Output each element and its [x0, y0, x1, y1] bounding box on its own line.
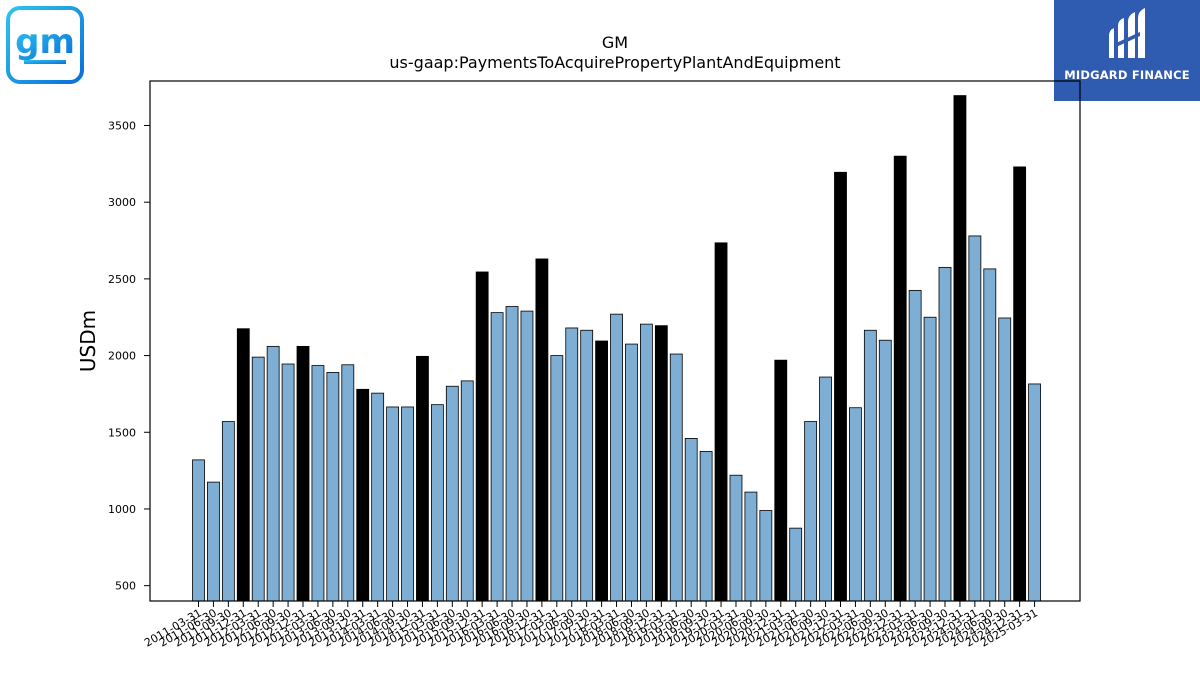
bar-2022-06-30: [863, 329, 877, 602]
bar-2019-09-30: [699, 451, 713, 602]
bar-2018-06-30: [625, 343, 638, 602]
x-axis-ticks: 2011-03-312011-06-302011-09-302011-12-31…: [142, 601, 1040, 650]
bar-2012-12-31: [296, 345, 310, 602]
bar-2011-03-31: [192, 459, 205, 602]
bar-2016-03-31: [490, 312, 504, 602]
bar-2021-03-31: [789, 527, 803, 602]
bar-2014-12-31: [416, 355, 429, 602]
gm-logo-text: gm: [15, 22, 75, 62]
bar-2016-12-31: [535, 258, 549, 602]
bar-2017-09-30: [580, 329, 594, 602]
y-axis-label: USDm: [76, 310, 100, 372]
plot-frame: [149, 80, 1081, 602]
bar-2023-03-31: [908, 289, 922, 602]
bar-2015-03-31: [430, 404, 444, 602]
bar-2015-09-30: [460, 380, 474, 602]
chart-title: GM: [602, 33, 628, 52]
bar-2011-06-30: [207, 481, 220, 602]
brand-logo: MIDGARD FINANCE: [1054, 0, 1200, 101]
bar-2025-03-31: [1028, 383, 1041, 602]
bar-2014-06-30: [386, 406, 399, 602]
bar-2014-03-31: [371, 392, 385, 602]
bar-2020-03-31: [729, 474, 743, 602]
bar-2012-09-30: [281, 363, 295, 602]
chart-subtitle: us-gaap:PaymentsToAcquirePropertyPlantAn…: [389, 53, 840, 72]
bar-2024-06-30: [983, 268, 997, 602]
bar-2013-09-30: [341, 364, 355, 602]
bar-2022-09-30: [878, 339, 892, 602]
y-tick-label: 1000: [108, 503, 136, 516]
bar-2017-03-31: [550, 355, 564, 602]
y-tick-label: 2000: [108, 350, 136, 363]
bar-2012-03-31: [251, 356, 265, 602]
y-tick-label: 3500: [108, 119, 136, 132]
bar-2023-06-30: [923, 316, 937, 602]
bar-2015-06-30: [445, 385, 459, 602]
bar-2018-12-31: [654, 325, 668, 602]
bar-2019-06-30: [684, 437, 698, 602]
bar-2024-12-31: [1013, 166, 1027, 602]
bar-2017-12-31: [595, 340, 609, 602]
bar-2022-12-31: [893, 155, 907, 602]
bar-2013-12-31: [356, 388, 370, 602]
bar-2023-09-30: [938, 266, 952, 602]
brand-name: MIDGARD FINANCE: [1064, 68, 1190, 82]
bar-2021-09-30: [819, 376, 832, 602]
bar-2019-03-31: [669, 353, 683, 602]
bar-2011-09-30: [221, 421, 235, 602]
bar-2020-09-30: [759, 510, 773, 602]
gm-logo: gm: [6, 6, 84, 84]
bar-2020-06-30: [744, 491, 758, 602]
y-tick-label: 3000: [108, 196, 136, 209]
bar-2017-06-30: [565, 327, 579, 602]
bar-2011-12-31: [236, 328, 250, 602]
bar-2021-12-31: [834, 171, 847, 602]
bar-2019-12-31: [714, 242, 728, 602]
y-tick-label: 1500: [108, 426, 136, 439]
bar-2022-03-31: [849, 407, 862, 602]
midgard-emblem-icon: [1109, 8, 1145, 58]
bar-2023-12-31: [953, 95, 967, 602]
bar-2012-06-30: [266, 345, 280, 602]
bar-2018-09-30: [640, 323, 653, 602]
y-axis-ticks: 500 1000 1500 2000 2500 3000 3500: [108, 119, 150, 593]
bar-2024-03-31: [968, 235, 982, 602]
bar-2024-09-30: [998, 317, 1012, 602]
bar-2020-12-31: [774, 359, 788, 602]
bar-2021-06-30: [804, 421, 818, 602]
gm-logo-icon: gm: [6, 6, 84, 84]
bar-2018-03-31: [610, 313, 623, 602]
bar-2016-09-30: [520, 310, 534, 602]
bar-2015-12-31: [475, 271, 489, 602]
y-tick-label: 2500: [108, 273, 136, 286]
bar-2013-06-30: [326, 372, 340, 602]
y-tick-label: 500: [115, 580, 136, 593]
bar-2016-06-30: [505, 306, 519, 602]
bars-group: [192, 95, 1041, 602]
bar-2014-09-30: [401, 406, 414, 602]
bar-2013-03-31: [311, 365, 325, 602]
